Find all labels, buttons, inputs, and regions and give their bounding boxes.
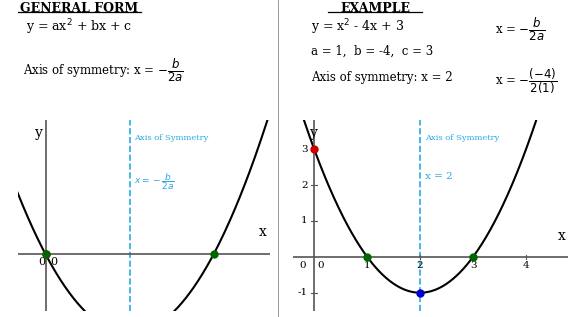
Text: EXAMPLE: EXAMPLE <box>340 2 410 15</box>
Text: Axis of Symmetry: Axis of Symmetry <box>134 134 209 142</box>
Text: 2: 2 <box>301 181 308 190</box>
Text: Axis of Symmetry: Axis of Symmetry <box>425 134 500 142</box>
Text: x: x <box>259 225 267 239</box>
Text: y = x$^2$ - 4x + 3: y = x$^2$ - 4x + 3 <box>311 17 404 37</box>
Text: x: x <box>558 229 565 243</box>
Text: a = 1,  b = -4,  c = 3: a = 1, b = -4, c = 3 <box>311 44 433 57</box>
Text: 0: 0 <box>299 262 306 270</box>
Text: 1: 1 <box>364 262 370 270</box>
Text: y: y <box>35 126 43 140</box>
Text: 0: 0 <box>38 257 45 267</box>
Text: y = ax$^2$ + bx + c: y = ax$^2$ + bx + c <box>26 17 132 37</box>
Text: 1: 1 <box>301 217 308 225</box>
Text: GENERAL FORM: GENERAL FORM <box>20 2 138 15</box>
Text: Axis of symmetry: x = 2: Axis of symmetry: x = 2 <box>311 71 452 84</box>
Text: -1: -1 <box>298 288 308 297</box>
Text: x = $-\dfrac{(-4)}{2(1)}$: x = $-\dfrac{(-4)}{2(1)}$ <box>495 67 557 96</box>
Text: 4: 4 <box>523 262 529 270</box>
Text: 2: 2 <box>417 262 424 270</box>
Text: $x = -\dfrac{b}{2a}$: $x = -\dfrac{b}{2a}$ <box>134 171 175 192</box>
Text: x = $-\dfrac{b}{2a}$: x = $-\dfrac{b}{2a}$ <box>495 16 546 42</box>
Text: x = 2: x = 2 <box>425 172 453 181</box>
Text: 3: 3 <box>470 262 476 270</box>
Text: 3: 3 <box>301 145 308 154</box>
Text: y: y <box>309 126 318 140</box>
Text: Axis of symmetry: x = $-\dfrac{b}{2a}$: Axis of symmetry: x = $-\dfrac{b}{2a}$ <box>23 57 185 84</box>
Text: 0: 0 <box>317 262 324 270</box>
Text: 0: 0 <box>50 257 57 267</box>
